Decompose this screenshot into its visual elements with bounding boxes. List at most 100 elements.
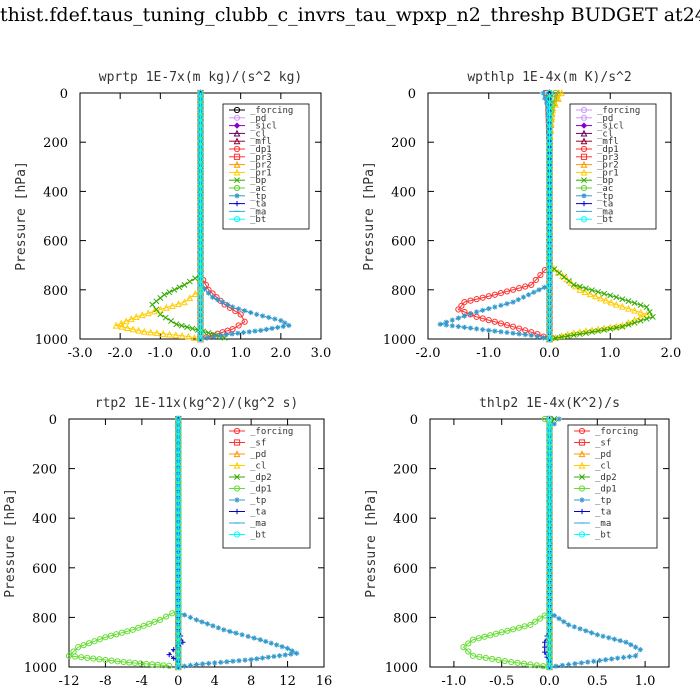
data-point: [546, 95, 553, 103]
data-point: [489, 655, 496, 663]
y-axis-label: Pressure [hPa]: [362, 161, 377, 271]
data-point: [461, 324, 468, 330]
data-point: [455, 323, 461, 330]
data-point: [631, 300, 638, 307]
legend-marker: [580, 168, 588, 176]
legend-label: _sf: [250, 439, 266, 449]
data-point: [546, 149, 553, 157]
legend-marker: [578, 485, 586, 492]
data-point: [504, 301, 510, 307]
data-point: [632, 644, 639, 650]
legend-label: _tp: [250, 496, 266, 506]
data-point: [140, 327, 148, 335]
data-point: [108, 657, 115, 664]
legend-marker: [233, 114, 241, 121]
data-point: [546, 476, 553, 483]
data-point: [174, 300, 182, 308]
data-point: [197, 323, 204, 331]
data-point: [90, 655, 97, 662]
data-point: [197, 305, 204, 313]
x-tick-label: 0: [174, 674, 182, 689]
data-point: [536, 287, 542, 293]
data-point: [124, 628, 131, 635]
x-tick-label: -1.0: [441, 674, 466, 689]
data-point: [175, 567, 182, 574]
data-point: [617, 638, 623, 644]
data-point: [546, 500, 553, 507]
data-point: [497, 320, 504, 327]
data-point: [504, 329, 510, 336]
data-point: [541, 284, 547, 290]
legend-marker: [233, 184, 241, 192]
data-point: [197, 167, 204, 175]
data-point: [546, 173, 553, 181]
data-point: [582, 330, 589, 336]
data-point: [197, 239, 204, 247]
data-point: [649, 313, 656, 320]
data-point: [532, 618, 539, 625]
data-point: [129, 325, 137, 333]
data-point: [197, 263, 204, 271]
data-point: [546, 524, 553, 531]
data-point: [556, 270, 563, 277]
y-tick-label: 1000: [383, 333, 416, 348]
data-point: [227, 628, 233, 635]
data-point: [643, 315, 650, 322]
legend-label: _ac: [597, 184, 613, 194]
data-point: [546, 464, 553, 471]
legend-marker: [234, 474, 240, 480]
x-tick-label: 2.0: [270, 346, 291, 361]
data-point: [611, 636, 618, 642]
data-point: [546, 137, 553, 145]
data-point: [181, 612, 187, 618]
series_bp: [149, 90, 228, 341]
data-point: [546, 161, 553, 169]
data-point: [169, 610, 176, 617]
data-point: [480, 327, 486, 333]
data-point: [546, 633, 553, 640]
data-point: [235, 322, 242, 329]
data-point: [215, 625, 221, 631]
data-point: [252, 328, 258, 334]
data-point: [637, 302, 644, 309]
y-tick-label: 400: [391, 185, 416, 200]
data-point: [546, 209, 553, 217]
data-point: [601, 326, 608, 333]
legend-label: _dp1: [250, 145, 272, 155]
data-point: [552, 89, 559, 97]
data-point: [546, 323, 553, 331]
data-point: [551, 421, 557, 427]
data-point: [566, 661, 572, 668]
legend-marker: [233, 106, 241, 114]
data-point: [618, 302, 626, 310]
data-point: [546, 651, 553, 659]
data-point: [284, 645, 291, 651]
data-point: [631, 306, 638, 314]
data-point: [172, 331, 180, 339]
data-point: [558, 334, 565, 340]
data-point: [586, 290, 594, 298]
data-point: [546, 470, 553, 477]
data-point: [491, 318, 498, 325]
data-point: [552, 100, 559, 108]
legend-label: _cl: [250, 129, 266, 139]
x-tick-label: 3.0: [311, 346, 332, 361]
x-tick-label: -8: [99, 674, 112, 689]
y-tick-label: 800: [391, 284, 416, 299]
data-point: [476, 653, 483, 660]
data-point: [515, 624, 523, 631]
data-point: [289, 648, 295, 654]
data-point: [546, 119, 553, 127]
y-tick-label: 1000: [24, 661, 57, 676]
data-point: [209, 294, 216, 300]
data-point: [546, 518, 553, 525]
data-point: [546, 548, 553, 556]
data-point: [175, 657, 182, 665]
data-point: [563, 275, 571, 283]
data-point: [149, 301, 156, 308]
data-point: [225, 301, 231, 308]
data-point: [140, 622, 147, 629]
panel-1: wprtp 1E-7x(m kg)/(s^2 kg) Pressure [hPa]…: [14, 70, 331, 361]
data-point: [469, 652, 477, 659]
data-point: [210, 623, 216, 629]
